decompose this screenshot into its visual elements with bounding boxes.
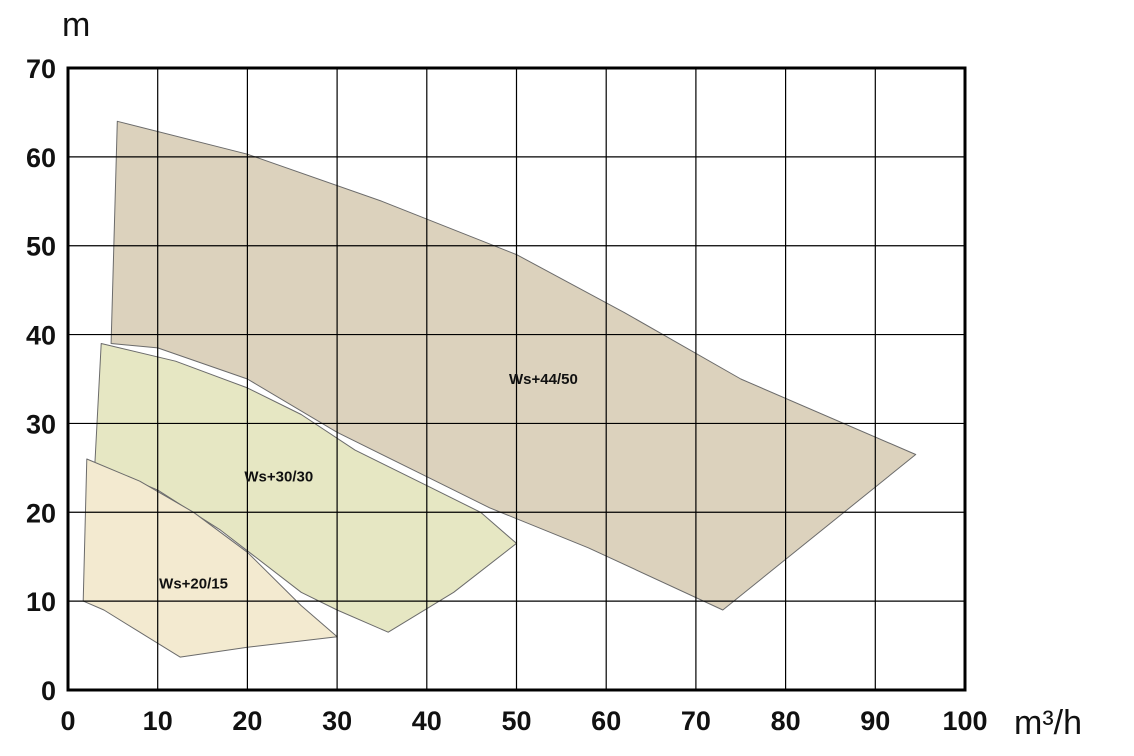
y-tick-label-0: 0 <box>41 676 56 706</box>
y-tick-label-40: 40 <box>26 321 56 351</box>
x-tick-label-80: 80 <box>771 706 801 736</box>
x-tick-label-40: 40 <box>412 706 442 736</box>
x-axis-label: m³/h <box>1014 704 1082 742</box>
region-label-ws-44-50: Ws+44/50 <box>509 371 578 388</box>
x-tick-label-30: 30 <box>322 706 352 736</box>
y-tick-label-70: 70 <box>26 54 56 84</box>
x-tick-label-90: 90 <box>860 706 890 736</box>
x-tick-label-10: 10 <box>143 706 173 736</box>
plot-frame <box>66 66 967 692</box>
y-tick-label-10: 10 <box>26 587 56 617</box>
region-label-ws-20-15: Ws+20/15 <box>159 575 228 592</box>
x-tick-label-70: 70 <box>681 706 711 736</box>
x-tick-label-0: 0 <box>60 706 75 736</box>
y-tick-label-60: 60 <box>26 143 56 173</box>
y-tick-label-50: 50 <box>26 232 56 262</box>
x-tick-labels: 0 10 20 30 40 50 60 70 80 90 100 <box>60 706 987 736</box>
y-tick-label-20: 20 <box>26 498 56 528</box>
y-axis-label: m <box>62 6 90 44</box>
performance-regions <box>82 120 917 658</box>
region-ws-20-15 <box>82 458 338 658</box>
grid-lines <box>68 68 965 690</box>
x-tick-label-20: 20 <box>232 706 262 736</box>
x-tick-label-60: 60 <box>591 706 621 736</box>
y-tick-labels: 0 10 20 30 40 50 60 70 <box>26 54 56 706</box>
x-tick-label-100: 100 <box>942 706 987 736</box>
region-labels: Ws+44/50 Ws+30/30 Ws+20/15 <box>159 371 578 592</box>
region-ws-44-50 <box>110 120 917 611</box>
y-tick-label-30: 30 <box>26 409 56 439</box>
x-tick-label-50: 50 <box>501 706 531 736</box>
region-label-ws-30-30: Ws+30/30 <box>244 469 313 486</box>
